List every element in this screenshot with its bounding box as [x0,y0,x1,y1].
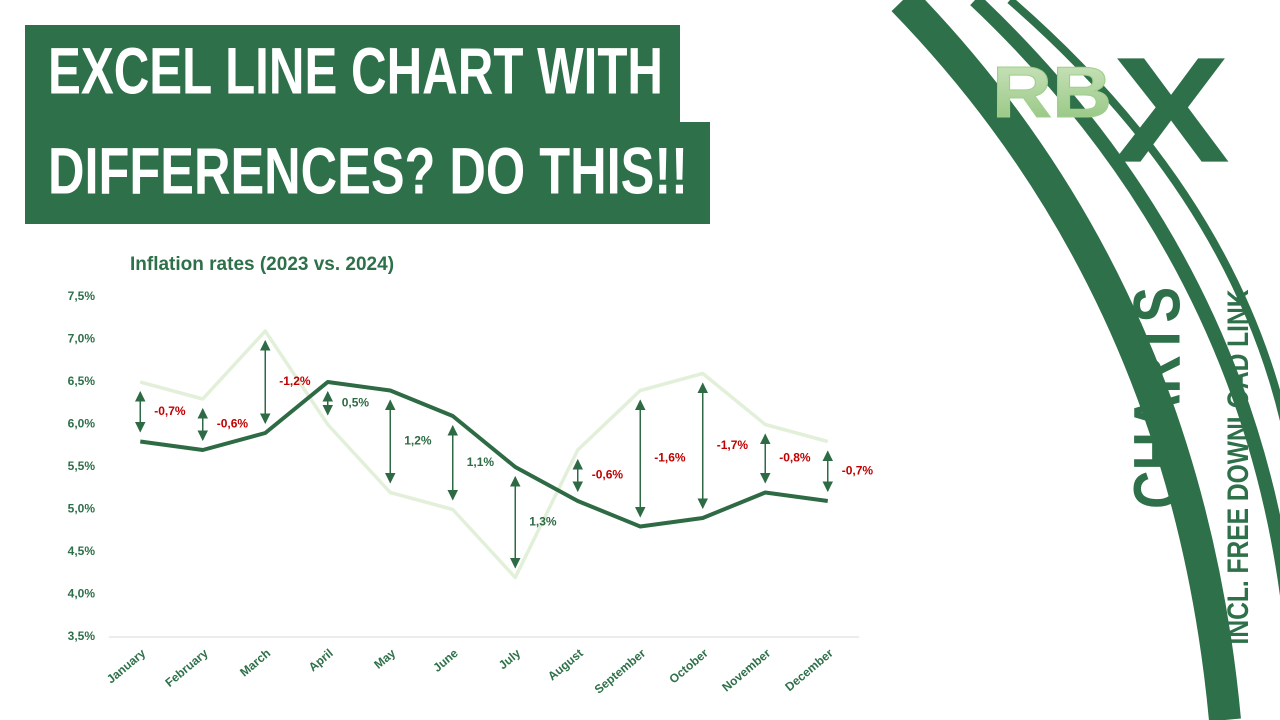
difference-label: 1,1% [467,455,495,469]
header-box [25,25,680,122]
chart-title: Inflation rates (2023 vs. 2024) [130,254,394,275]
header-box [25,122,710,224]
x-tick-label: April [306,646,336,674]
y-tick-label: 6,0% [68,417,96,431]
x-tick-label: January [104,646,149,687]
x-tick-label: September [592,646,649,697]
side-subtitle: INCL. FREE DOWNLOAD LINK [1222,289,1255,644]
decor-arc [970,0,1280,597]
difference-label: -0,8% [779,451,811,465]
logo-text: X [1112,26,1230,194]
y-tick-label: 7,5% [68,289,96,303]
difference-label: -0,7% [154,404,186,418]
decor-arc [891,0,1241,720]
header-title: DIFFERENCES? DO THIS!! [48,133,688,207]
x-tick-label: June [430,646,461,675]
y-tick-label: 4,0% [68,587,96,601]
header-title: EXCEL LINE CHART WITH [48,33,663,107]
difference-label: 1,2% [404,434,432,448]
difference-label: 0,5% [342,395,370,409]
difference-label: 1,3% [529,514,557,528]
difference-label: -0,7% [842,463,874,477]
series-line [139,329,829,580]
x-tick-label: December [782,646,836,694]
difference-label: -1,7% [717,438,749,452]
difference-label: -0,6% [217,417,249,431]
decor-arc [1007,0,1280,422]
x-tick-label: August [545,646,586,683]
y-tick-label: 3,5% [68,629,96,643]
y-tick-label: 7,0% [68,332,96,346]
difference-label: -0,6% [592,468,624,482]
logo-text: RB [992,53,1112,133]
x-tick-label: November [719,646,773,695]
x-tick-label: February [162,646,211,690]
y-tick-label: 6,5% [68,374,96,388]
x-tick-label: July [496,646,524,672]
x-tick-label: May [371,646,398,672]
side-title: CHARTS [1119,287,1193,509]
y-tick-label: 5,0% [68,502,96,516]
x-tick-label: October [666,646,710,687]
x-tick-label: March [237,646,273,679]
y-tick-label: 5,5% [68,459,96,473]
difference-label: -1,6% [654,451,686,465]
y-tick-label: 4,5% [68,544,96,558]
series-line [139,380,829,529]
difference-label: -1,2% [279,374,311,388]
